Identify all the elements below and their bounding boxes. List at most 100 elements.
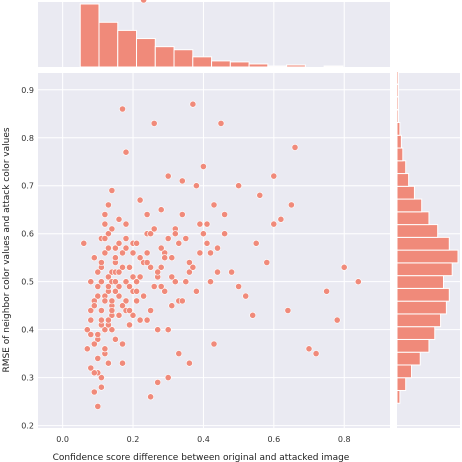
right-hist-bar	[396, 198, 423, 213]
scatter-point	[105, 359, 112, 367]
scatter-point	[122, 148, 130, 156]
scatter-point	[140, 0, 147, 4]
scatter-point	[249, 311, 257, 319]
top-hist-bar	[229, 61, 250, 68]
scatter-point	[105, 201, 112, 209]
scatter-point	[157, 206, 165, 214]
scatter-point	[94, 283, 102, 290]
scatter-point	[108, 225, 116, 233]
x-tick-label: 0.6	[267, 435, 280, 444]
scatter-point	[178, 177, 186, 185]
scatter-point	[277, 215, 285, 223]
top-hist-bar	[211, 60, 231, 68]
scatter-point	[94, 354, 102, 362]
right-hist-bar	[396, 249, 459, 264]
scatter-point	[101, 235, 109, 242]
scatter-point	[150, 120, 158, 127]
x-tick-label: 0.0	[56, 435, 69, 444]
scatter-point	[136, 254, 144, 262]
scatter-point	[122, 244, 130, 252]
scatter-point	[136, 196, 144, 204]
scatter-point	[98, 259, 105, 266]
scatter-point	[147, 263, 154, 271]
scatter-point	[221, 230, 228, 238]
scatter-point	[252, 239, 260, 247]
scatter-point	[235, 283, 242, 290]
scatter-point	[108, 307, 116, 314]
scatter-point	[178, 297, 186, 305]
x-axis-label: Confidence score difference between orig…	[53, 453, 350, 462]
scatter-point	[136, 273, 144, 281]
scatter-point	[108, 326, 116, 334]
scatter-point	[154, 378, 162, 386]
scatter-point	[115, 283, 123, 290]
right-hist-bar	[396, 351, 421, 366]
scatter-point	[270, 172, 278, 180]
y-tick-label: 0.5	[21, 278, 34, 287]
scatter-point	[333, 316, 341, 324]
scatter-point	[147, 230, 154, 238]
right-hist-bar	[396, 96, 399, 111]
scatter-point	[112, 278, 119, 286]
scatter-point	[161, 287, 169, 295]
right-hist-bar	[396, 389, 401, 404]
scatter-point	[150, 225, 158, 233]
scatter-point	[143, 259, 151, 266]
y-tick-label: 0.8	[21, 134, 34, 143]
scatter-point	[154, 268, 162, 276]
scatter-point	[115, 292, 123, 300]
right-hist-bar	[396, 262, 453, 277]
scatter-point	[90, 340, 98, 348]
scatter-point	[105, 244, 112, 252]
scatter-point	[87, 278, 95, 286]
y-tick-label: 0.2	[21, 422, 34, 431]
scatter-point	[196, 220, 204, 228]
top-hist-bar	[173, 49, 194, 68]
scatter-point	[83, 345, 91, 353]
scatter-point	[115, 239, 123, 247]
right-hist-bar	[396, 224, 439, 238]
right-hist-bar	[396, 364, 413, 379]
scatter-point	[199, 230, 207, 238]
scatter-point	[185, 259, 193, 266]
scatter-point	[133, 287, 140, 295]
scatter-point	[119, 359, 126, 367]
scatter-point	[129, 273, 137, 281]
top-hist-bar	[267, 65, 288, 68]
scatter-point	[171, 278, 179, 286]
scatter-point	[122, 278, 130, 286]
right-marginal-histogram	[396, 70, 460, 428]
scatter-point	[291, 143, 299, 151]
right-hist-bar	[396, 326, 436, 340]
scatter-point	[287, 201, 295, 209]
y-tick-label: 0.9	[21, 86, 34, 95]
scatter-point	[112, 335, 119, 343]
scatter-point	[122, 297, 130, 305]
scatter-point	[161, 254, 169, 262]
scatter-point	[235, 182, 242, 190]
scatter-point	[140, 292, 147, 300]
scatter-point	[122, 220, 130, 228]
scatter-point	[157, 263, 165, 271]
scatter-point	[129, 311, 137, 319]
y-tick-label: 0.7	[21, 182, 34, 191]
scatter-point	[119, 263, 126, 271]
scatter-point	[129, 249, 137, 257]
scatter-point	[90, 302, 98, 310]
scatter-point	[98, 307, 105, 314]
scatter-point	[214, 244, 221, 252]
scatter-point	[164, 326, 172, 334]
scatter-point	[150, 283, 158, 290]
top-hist-bar	[79, 3, 100, 68]
scatter-point	[157, 244, 165, 252]
right-hist-bar	[396, 173, 410, 187]
x-tick-label: 0.8	[338, 435, 351, 444]
scatter-point	[221, 211, 228, 218]
scatter-point	[199, 163, 207, 170]
scatter-point	[90, 369, 98, 377]
right-hist-bar	[396, 134, 402, 149]
scatter-point	[143, 249, 151, 257]
scatter-point	[87, 316, 95, 324]
y-tick-label: 0.4	[21, 326, 34, 335]
scatter-point	[90, 254, 98, 262]
